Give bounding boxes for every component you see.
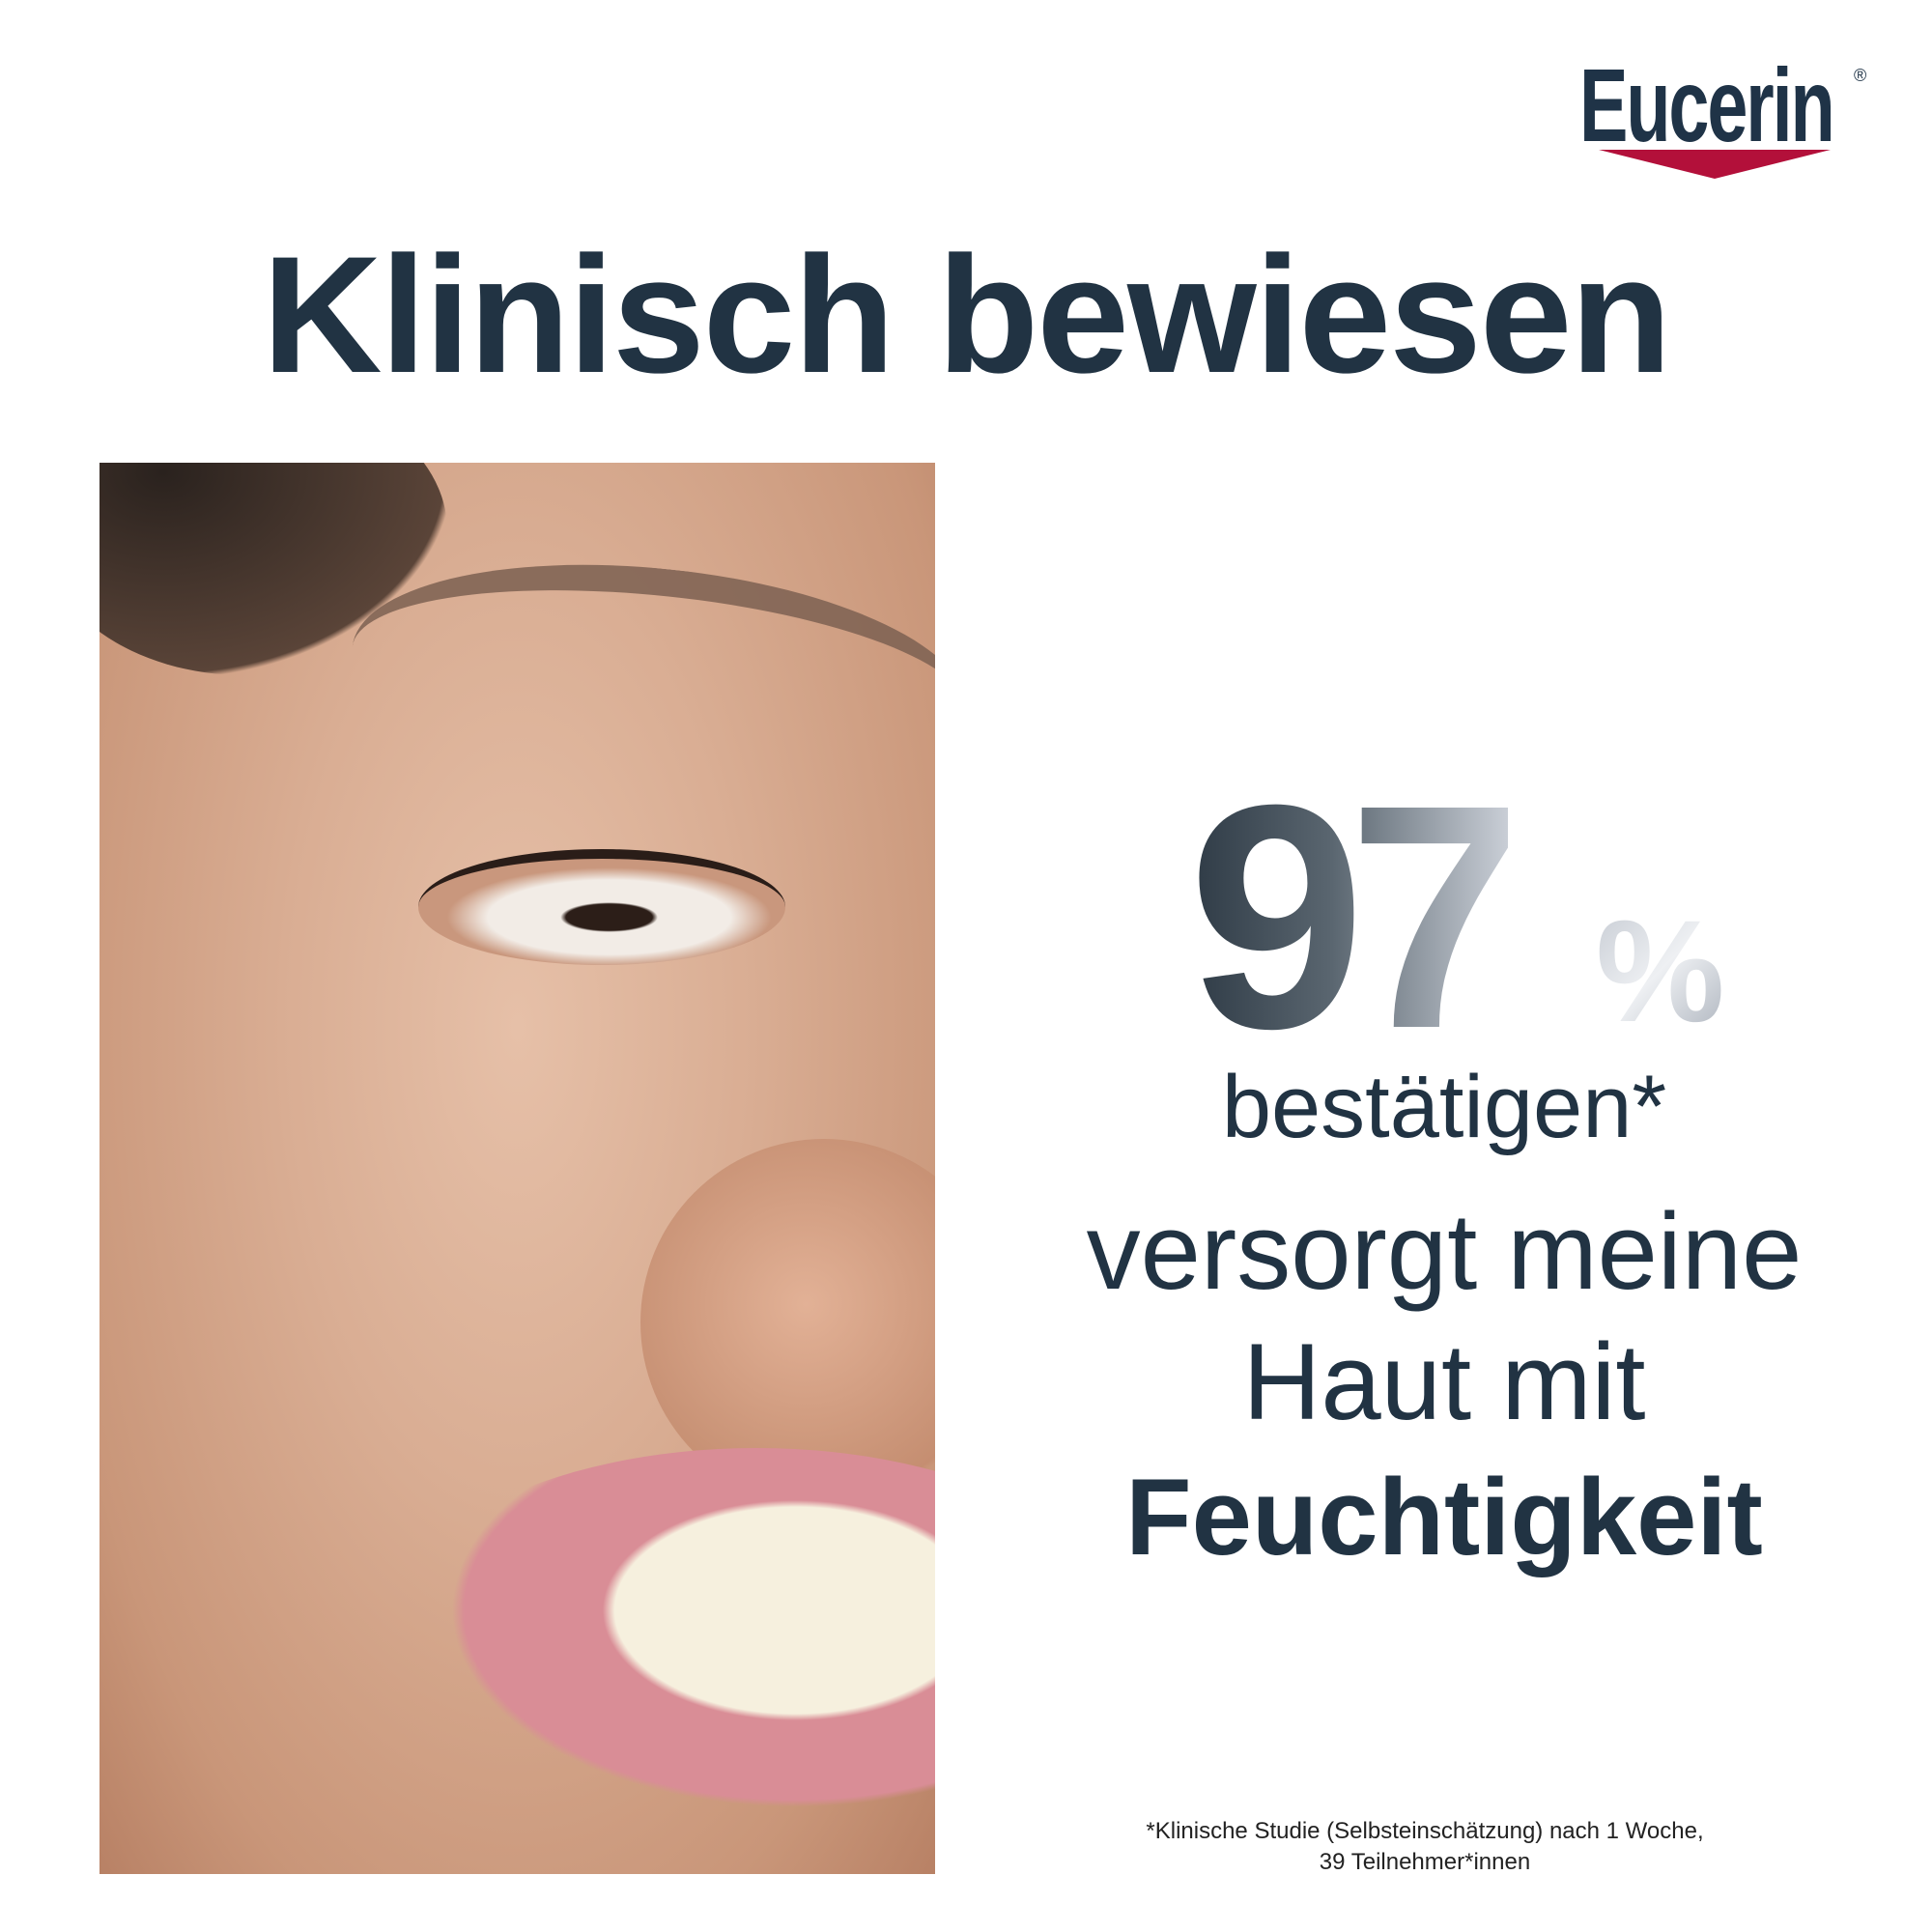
smiling-face-photo [99, 463, 935, 1874]
statistic-value: 97 [1188, 738, 1525, 1094]
footnote: *Klinische Studie (Selbsteinschätzung) n… [1063, 1816, 1787, 1878]
nose [640, 1139, 935, 1506]
headline: Klinisch bewiesen [262, 222, 1671, 408]
registered-mark: ® [1854, 66, 1867, 85]
brand-logo: Eucerin ® [1579, 53, 1879, 188]
claim-line-3: Haut mit [1242, 1321, 1646, 1442]
eye [418, 849, 785, 965]
logo-wordmark: Eucerin [1579, 46, 1835, 163]
logo-arrow-icon [1599, 150, 1831, 179]
footnote-line-1: *Klinische Studie (Selbsteinschätzung) n… [1146, 1818, 1704, 1844]
statistic-unit: % [1596, 890, 1725, 1052]
claim-line-2: versorgt meine [1086, 1191, 1803, 1312]
smile [370, 1448, 935, 1854]
claim-line-4: Feuchtigkeit [1125, 1457, 1763, 1577]
footnote-line-2: 39 Teilnehmer*innen [1319, 1849, 1531, 1875]
claim-line-1: bestätigen* [1221, 1058, 1667, 1156]
